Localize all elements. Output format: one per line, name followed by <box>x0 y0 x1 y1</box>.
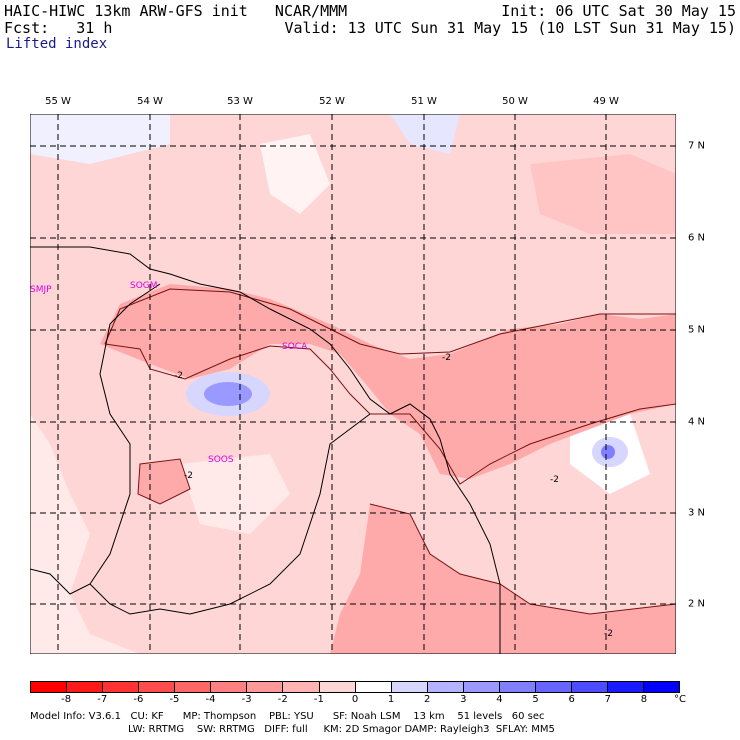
lat-label-3n: 3 N <box>688 507 706 519</box>
colorbar-tick-label: 7 <box>604 694 611 705</box>
colorbar-tick-label: 5 <box>532 694 539 705</box>
colorbar-tick-label: 0 <box>351 694 359 705</box>
colorbar-tick-label: 6 <box>568 694 575 705</box>
colorbar-tick-label: -6 <box>133 694 144 705</box>
model-title: HAIC-HIWC 13km ARW-GFS init NCAR/MMM <box>4 2 348 20</box>
field-name: Lifted index <box>6 36 108 52</box>
colorbar <box>30 681 680 693</box>
graticule <box>30 114 676 654</box>
lat-label-6n: 6 N <box>688 232 706 244</box>
colorbar-tick-label: -4 <box>205 694 216 705</box>
forecast-hour: Fcst: 31 h <box>4 19 113 37</box>
colorbar-swatch <box>426 682 463 692</box>
lat-label-4n: 4 N <box>688 416 706 428</box>
colorbar-tick-label: 1 <box>387 694 395 705</box>
colorbar-swatch <box>498 682 535 692</box>
shade-white-north <box>260 134 330 214</box>
model-info-line2: LW: RRTMG SW: RRTMG DIFF: full KM: 2D Sm… <box>128 724 555 735</box>
colorbar-swatch <box>318 682 355 692</box>
station-smjp: SMJP <box>30 285 52 295</box>
coastline <box>30 246 501 654</box>
colorbar-swatch <box>138 682 175 692</box>
shade-red-ne <box>530 154 676 234</box>
colorbar-swatch <box>174 682 211 692</box>
colorbar-tick-label: 3 <box>460 694 467 705</box>
colorbar-tick-label: 2 <box>424 694 431 705</box>
shade-red-south <box>330 504 676 654</box>
shade-white-south <box>180 454 290 534</box>
contour-north <box>104 288 676 355</box>
lon-label-54w: 54 W <box>137 96 163 107</box>
station-soca: SOCA <box>282 342 308 352</box>
colorbar-swatch <box>210 682 247 692</box>
colorbar-swatch <box>534 682 571 692</box>
contour-southeast <box>369 503 676 615</box>
shade-red-patch <box>138 459 190 504</box>
colorbar-swatch <box>462 682 499 692</box>
valid-time: Valid: 13 UTC Sun 31 May 15 (10 LST Sun … <box>284 19 736 37</box>
border-suriname-west <box>30 283 161 595</box>
colorbar-tick-label: 4 <box>496 694 503 705</box>
model-info-line1: Model Info: V3.6.1 CU: KF MP: Thompson P… <box>30 711 545 722</box>
contour-label: -2 <box>604 629 613 639</box>
contour-patch <box>137 458 191 505</box>
lon-label-53w: 53 W <box>227 96 253 107</box>
colorbar-swatch <box>246 682 283 692</box>
colorbar-tick-label: 8 <box>640 694 648 705</box>
colorbar-tick-label: -7 <box>97 694 108 705</box>
colorbar-tick-label: -8 <box>61 694 72 705</box>
lat-label-5n: 5 N <box>688 324 706 336</box>
lat-label-7n: 7 N <box>688 140 706 152</box>
lifted-index-map: SMJP SOGM SOCA SOOS -2 -2 -2 -2 -2 <box>30 114 676 654</box>
colorbar-swatch <box>643 682 680 692</box>
lon-label-51w: 51 W <box>411 96 437 107</box>
colorbar-tick-label: -1 <box>313 694 324 705</box>
colorbar-tick-label: -2 <box>277 694 288 705</box>
lon-label-50w: 50 W <box>502 96 528 107</box>
colorbar-unit: °C <box>674 694 686 705</box>
colorbar-tick-label: -3 <box>241 694 252 705</box>
lat-label-2n: 2 N <box>688 598 706 610</box>
shade-blue-core-west <box>204 382 252 406</box>
colorbar-swatch <box>31 682 67 692</box>
colorbar-swatch <box>354 682 391 692</box>
shade-blue-ne <box>390 114 460 154</box>
shade-blue-nw <box>30 114 170 164</box>
init-time: Init: 06 UTC Sat 30 May 15 <box>501 2 736 20</box>
shade-blue-core-east <box>601 445 615 459</box>
colorbar-swatch <box>607 682 644 692</box>
contour-label: -2 <box>174 371 183 381</box>
lon-label-52w: 52 W <box>319 96 345 107</box>
colorbar-swatch <box>390 682 427 692</box>
contour-label: -2 <box>442 353 451 363</box>
shade-red-coast <box>100 284 676 479</box>
station-soos: SOOS <box>208 455 234 465</box>
colorbar-swatch <box>66 682 103 692</box>
colorbar-swatch <box>102 682 139 692</box>
colorbar-swatch <box>570 682 607 692</box>
colorbar-tick-label: -5 <box>169 694 180 705</box>
contour-label: -2 <box>184 471 193 481</box>
lon-label-55w: 55 W <box>45 96 71 107</box>
station-sogm: SOGM <box>130 281 158 291</box>
colorbar-swatch <box>282 682 319 692</box>
contour-label: -2 <box>550 475 559 485</box>
lon-label-49w: 49 W <box>593 96 619 107</box>
